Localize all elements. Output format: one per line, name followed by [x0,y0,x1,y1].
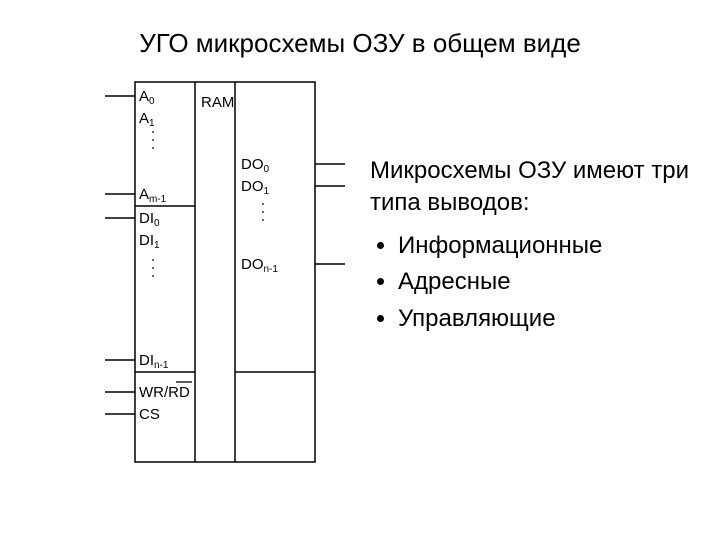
ugo-svg: RAM A0 A1 Am-1 DI0 DI1 DIn-1 WR/RD CS DO0 DO1 DOn-1 [85,82,315,462]
list-item: Управляющие [398,303,690,335]
pin-types-list: Информационные Адресные Управляющие [370,230,690,335]
svg-text:WR/RD: WR/RD [139,384,190,401]
svg-text:DI1: DI1 [139,232,160,251]
svg-text:DI0: DI0 [139,210,160,229]
svg-text:DO0: DO0 [241,156,270,175]
description-block: Микросхемы ОЗУ имеют три типа выводов: И… [370,155,690,339]
svg-text:RAM: RAM [201,94,234,111]
svg-text:Am-1: Am-1 [139,186,167,205]
svg-text:A1: A1 [139,110,155,129]
list-item: Адресные [398,266,690,298]
svg-text:CS: CS [139,406,160,423]
page-title: УГО микросхемы ОЗУ в общем виде [0,28,720,59]
svg-text:DOn-1: DOn-1 [241,256,278,275]
svg-text:A0: A0 [139,88,155,107]
desc-intro: Микросхемы ОЗУ имеют три типа выводов: [370,155,690,220]
list-item: Информационные [398,230,690,262]
svg-text:DO1: DO1 [241,178,270,197]
svg-text:DIn-1: DIn-1 [139,352,169,371]
ram-ugo-diagram: RAM A0 A1 Am-1 DI0 DI1 DIn-1 WR/RD CS DO0 DO1 DOn-1 [85,82,315,462]
